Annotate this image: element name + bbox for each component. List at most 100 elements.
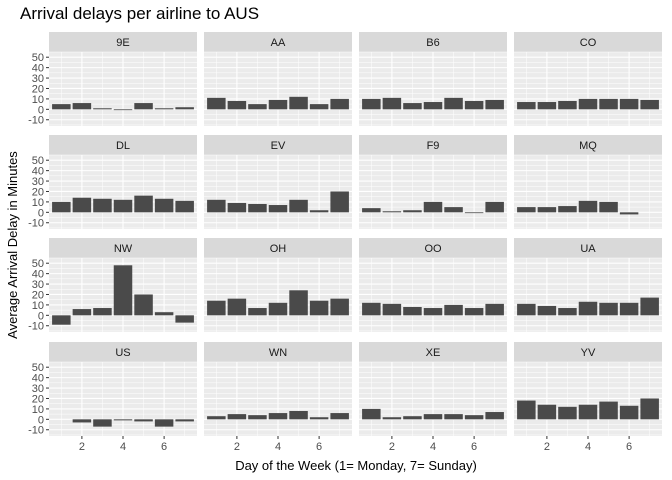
bar	[175, 107, 194, 110]
y-tick-label: 10	[32, 94, 44, 106]
bar	[464, 415, 484, 420]
facet-strip-label: AA	[271, 37, 286, 49]
bar	[558, 406, 577, 420]
bar	[330, 298, 349, 316]
x-tick-label: 4	[585, 441, 591, 453]
bar	[382, 211, 402, 213]
bar	[362, 408, 381, 420]
bar	[134, 419, 153, 422]
facet-panel-xe: XE 2 4 6	[359, 342, 507, 453]
bar	[599, 201, 618, 213]
facet-strip	[514, 135, 662, 155]
bar	[309, 210, 329, 213]
bar	[382, 97, 402, 110]
facet-strip-label: UA	[580, 243, 596, 255]
bar	[619, 212, 639, 215]
bar	[268, 302, 288, 316]
y-tick-label: 50	[32, 52, 44, 64]
y-tick-label: 10	[32, 197, 44, 209]
bar	[578, 301, 598, 316]
y-tick-label: -10	[28, 218, 44, 230]
bar	[485, 412, 504, 420]
bar	[154, 108, 174, 110]
bar	[330, 191, 349, 213]
bar	[464, 212, 484, 214]
x-tick-label: 6	[626, 441, 632, 453]
bar	[619, 98, 639, 110]
bar	[558, 308, 577, 316]
bar	[248, 308, 267, 316]
bar	[72, 197, 92, 213]
bar	[362, 208, 381, 213]
bar	[134, 195, 153, 213]
facet-panel-aa: AA	[204, 32, 352, 126]
bar	[175, 419, 194, 422]
facet-strip-label: YV	[581, 347, 596, 359]
y-tick-label: 40	[32, 269, 44, 281]
bar	[485, 201, 504, 213]
facet-strip-label: NW	[114, 243, 133, 255]
bar	[93, 419, 112, 427]
bar	[227, 414, 247, 420]
facet-strip	[359, 238, 507, 258]
facet-panel-mq: MQ	[514, 135, 662, 229]
y-tick-label: 10	[32, 404, 44, 416]
bar	[464, 100, 484, 110]
facet-strip-label: US	[115, 347, 130, 359]
bar	[154, 419, 174, 427]
bar	[52, 104, 71, 110]
bar	[444, 97, 463, 110]
facet-strip-label: B6	[426, 37, 439, 49]
facet-panel-f9: F9	[359, 135, 507, 229]
bar	[403, 306, 422, 316]
bar	[134, 103, 153, 110]
bar	[309, 300, 329, 316]
y-tick-label: 10	[32, 300, 44, 312]
facet-strip-label: DL	[116, 140, 130, 152]
bar	[423, 308, 443, 316]
bar	[444, 304, 463, 316]
bar	[154, 198, 174, 213]
bar	[362, 302, 381, 316]
facet-panel-oh: OH	[204, 238, 352, 332]
bar	[113, 109, 133, 111]
facet-strip	[359, 32, 507, 52]
bar	[289, 410, 308, 420]
facet-strip	[49, 32, 197, 52]
y-tick-label: 40	[32, 63, 44, 75]
y-tick-label: 30	[32, 73, 44, 85]
bar	[227, 100, 247, 110]
bar	[640, 398, 659, 420]
bar	[134, 294, 153, 316]
y-tick-label: 20	[32, 83, 44, 95]
bar	[578, 98, 598, 110]
y-tick-label: 0	[38, 414, 44, 426]
bar	[330, 98, 349, 110]
facet-strip-label: F9	[427, 140, 440, 152]
bar	[599, 302, 618, 316]
bar	[289, 199, 308, 213]
facet-strip-label: CO	[580, 37, 597, 49]
bar	[52, 201, 71, 213]
bar	[485, 303, 504, 316]
x-tick-label: 4	[430, 441, 436, 453]
facet-strip-label: WN	[269, 347, 287, 359]
bar	[309, 417, 329, 420]
bar	[72, 103, 92, 110]
facet-strip	[514, 238, 662, 258]
facet-panel-oo: OO	[359, 238, 507, 332]
facet-strip	[49, 342, 197, 362]
facet-strip	[204, 342, 352, 362]
bar	[619, 302, 639, 316]
bar	[289, 290, 308, 316]
x-tick-label: 2	[234, 441, 240, 453]
x-tick-label: 2	[79, 441, 85, 453]
y-tick-label: -10	[28, 425, 44, 437]
bar	[382, 417, 402, 420]
bar	[207, 416, 226, 420]
bar	[93, 108, 112, 110]
facet-strip	[359, 135, 507, 155]
